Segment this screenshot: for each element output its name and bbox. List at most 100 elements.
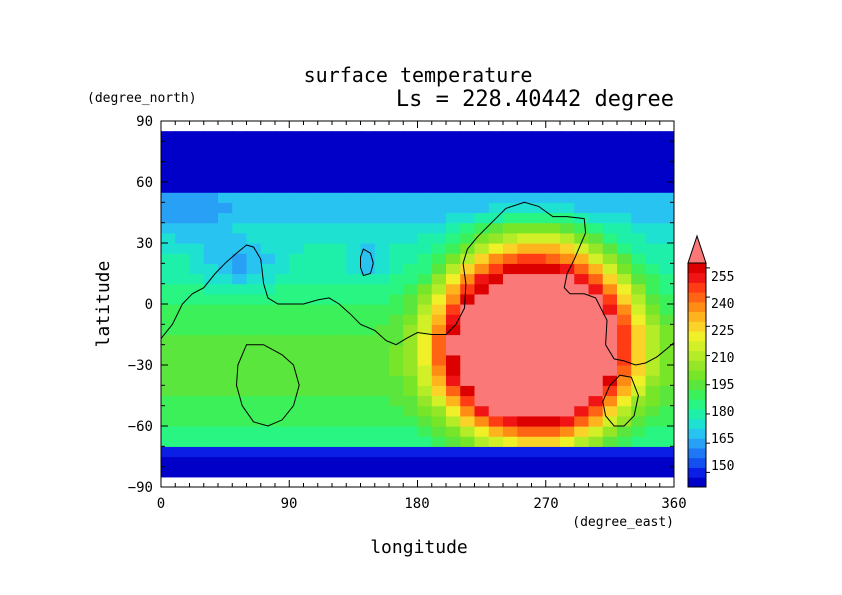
heatmap-cell <box>246 212 262 224</box>
y-tick-label: 90 <box>136 114 153 130</box>
heatmap-cell <box>161 436 176 447</box>
heatmap-cell <box>545 446 561 458</box>
heatmap-cell <box>417 151 433 163</box>
heatmap-cell <box>332 334 347 346</box>
heatmap-cell <box>531 182 547 193</box>
heatmap-cell <box>289 436 305 447</box>
heatmap-cell <box>403 446 419 458</box>
heatmap-cell <box>431 426 447 437</box>
heatmap-cell <box>332 253 347 264</box>
heatmap-cell <box>460 365 476 376</box>
heatmap-cell <box>346 171 362 183</box>
heatmap-cell <box>218 243 233 254</box>
heatmap-cell <box>488 385 504 397</box>
heatmap-cell <box>346 405 362 417</box>
colorbar-tick-label: 225 <box>711 324 734 339</box>
heatmap-cell <box>431 253 447 264</box>
heatmap-cell <box>517 293 533 305</box>
heatmap-cell <box>602 365 618 376</box>
heatmap-cell <box>332 192 347 203</box>
heatmap-cell <box>503 304 518 315</box>
heatmap-cell <box>560 212 575 224</box>
heatmap-cell <box>460 131 476 142</box>
heatmap-cell <box>417 304 433 315</box>
heatmap-cell <box>317 375 333 386</box>
heatmap-cell <box>517 232 533 244</box>
heatmap-cell <box>574 385 590 397</box>
heatmap-cell <box>560 141 575 153</box>
heatmap-cell <box>289 212 305 224</box>
heatmap-cell <box>602 375 618 386</box>
heatmap-cell <box>517 324 533 336</box>
heatmap-cell <box>431 446 447 458</box>
heatmap-cell <box>446 334 461 346</box>
heatmap-cell <box>631 263 647 275</box>
heatmap-cell <box>317 324 333 336</box>
heatmap-cell <box>161 466 176 478</box>
heatmap-cell <box>289 334 305 346</box>
heatmap-cell <box>488 314 504 325</box>
heatmap-cell <box>360 456 376 468</box>
heatmap-cell <box>203 344 219 356</box>
heatmap-cell <box>531 293 547 305</box>
heatmap-cell <box>417 415 433 427</box>
heatmap-cell <box>317 171 333 183</box>
heatmap-cell <box>431 171 447 183</box>
heatmap-cell <box>275 263 290 275</box>
heatmap-cell <box>659 293 674 305</box>
heatmap-cell <box>488 426 504 437</box>
heatmap-cell <box>617 344 632 356</box>
heatmap-cell <box>360 222 376 234</box>
heatmap-cell <box>389 466 404 478</box>
heatmap-cell <box>189 263 205 275</box>
heatmap-cell <box>545 456 561 468</box>
heatmap-cell <box>474 202 490 214</box>
heatmap-cell <box>403 344 419 356</box>
heatmap-cell <box>317 161 333 173</box>
heatmap-cell <box>260 415 276 427</box>
heatmap-cell <box>317 334 333 346</box>
heatmap-cell <box>346 365 362 376</box>
heatmap-cell <box>488 456 504 468</box>
heatmap-cell <box>260 273 276 285</box>
heatmap-cell <box>161 202 176 214</box>
heatmap-cell <box>602 171 618 183</box>
heatmap-cell <box>602 222 618 234</box>
heatmap-cell <box>574 314 590 325</box>
heatmap-cell <box>574 466 590 478</box>
heatmap-cell <box>374 131 390 142</box>
heatmap-cell <box>431 212 447 224</box>
heatmap-cell <box>189 446 205 458</box>
heatmap-cell <box>403 375 419 386</box>
heatmap-cell <box>460 354 476 366</box>
heatmap-cell <box>503 222 518 234</box>
heatmap-cell <box>659 161 674 173</box>
heatmap-cell <box>417 426 433 437</box>
heatmap-cell <box>488 192 504 203</box>
heatmap-cell <box>189 466 205 478</box>
colorbar-tick-label: 240 <box>711 297 734 312</box>
heatmap-cell <box>488 171 504 183</box>
heatmap-cell <box>246 395 262 407</box>
heatmap-cell <box>602 304 618 315</box>
heatmap-cell <box>645 334 661 346</box>
heatmap-cell <box>631 283 647 295</box>
heatmap-cell <box>602 354 618 366</box>
heatmap-cell <box>232 141 248 153</box>
heatmap-cell <box>431 222 447 234</box>
heatmap-cell <box>332 304 347 315</box>
heatmap-cell <box>446 466 461 478</box>
y-axis-label: latitude <box>93 261 114 348</box>
heatmap-cell <box>659 202 674 214</box>
heatmap-cell <box>531 466 547 478</box>
heatmap-cell <box>488 466 504 478</box>
heatmap-cell <box>645 375 661 386</box>
heatmap-cell <box>374 344 390 356</box>
heatmap-cell <box>346 293 362 305</box>
heatmap-cell <box>289 304 305 315</box>
heatmap-cell <box>517 354 533 366</box>
heatmap-cell <box>631 324 647 336</box>
heatmap-cell <box>260 171 276 183</box>
heatmap-cell <box>659 304 674 315</box>
heatmap-cell <box>275 304 290 315</box>
